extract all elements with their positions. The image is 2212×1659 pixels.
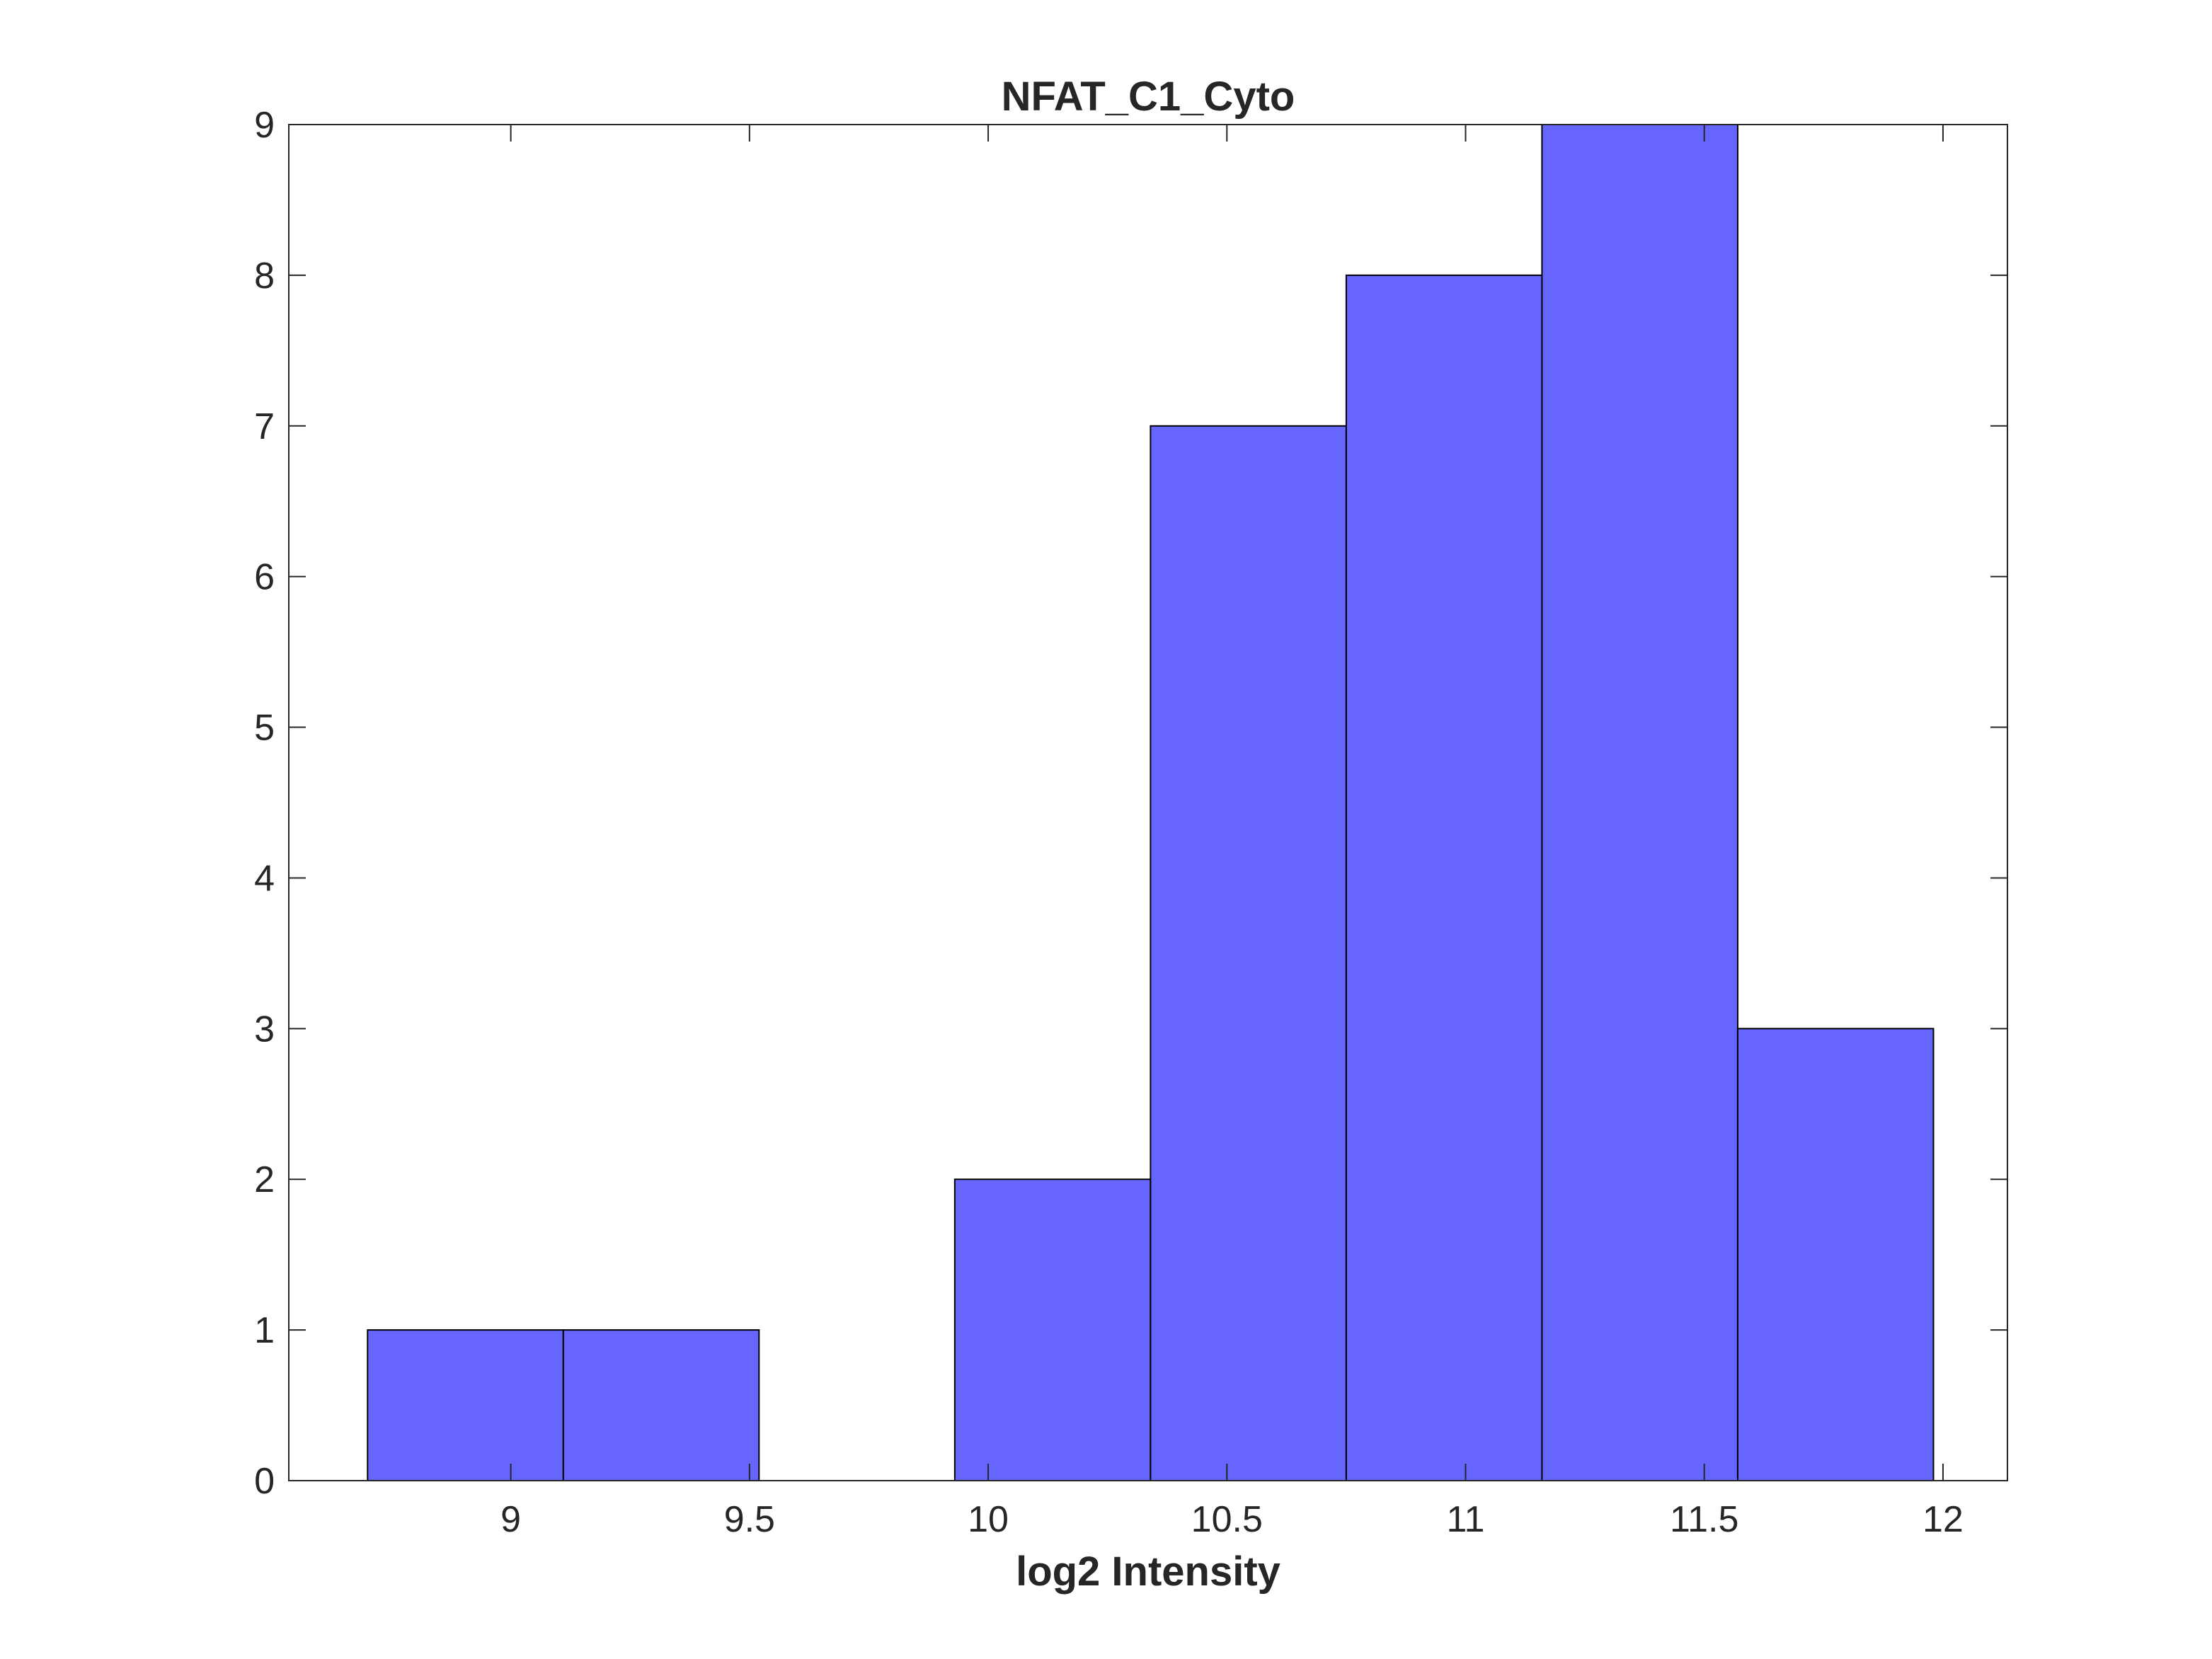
x-tick-label: 12 <box>1922 1499 1964 1540</box>
y-tick-label: 6 <box>254 557 275 598</box>
x-tick-label: 9 <box>500 1499 521 1540</box>
y-tick-label: 5 <box>254 708 275 749</box>
histogram-bar <box>1345 274 1543 1481</box>
y-tick-label: 1 <box>254 1310 275 1351</box>
histogram-bars <box>367 124 1935 1482</box>
x-tick-label: 10 <box>968 1499 1009 1540</box>
histogram-bar <box>562 1329 760 1481</box>
x-tick-label: 11.5 <box>1670 1499 1738 1540</box>
y-tick-label: 2 <box>254 1159 275 1200</box>
y-tick-label: 7 <box>254 406 275 447</box>
y-tick-label: 3 <box>254 1009 275 1050</box>
histogram-bar <box>1736 1028 1935 1482</box>
y-tick-label: 4 <box>254 858 275 899</box>
histogram-bar <box>1541 124 1738 1481</box>
histogram-bar <box>953 1178 1152 1481</box>
y-tick-label: 8 <box>254 256 275 297</box>
histogram-bar <box>1150 425 1347 1481</box>
axes-box <box>288 124 2008 1481</box>
x-tick-label: 11 <box>1447 1499 1485 1540</box>
chart-title: NFAT_C1_Cyto <box>1002 74 1295 120</box>
y-tick-labels: 0 1 2 3 4 5 6 7 8 9 <box>254 105 275 1502</box>
y-tick-label: 0 <box>254 1461 275 1502</box>
histogram-bar <box>367 1329 564 1481</box>
x-axis-title: log2 Intensity <box>1016 1549 1280 1595</box>
y-tick-label: 9 <box>254 105 275 146</box>
x-tick-label: 10.5 <box>1191 1499 1263 1540</box>
x-tick-label: 9.5 <box>724 1499 775 1540</box>
x-tick-labels: 9 9.5 10 10.5 11 11.5 12 <box>500 1499 1964 1540</box>
axis-ticks <box>289 124 2007 1481</box>
